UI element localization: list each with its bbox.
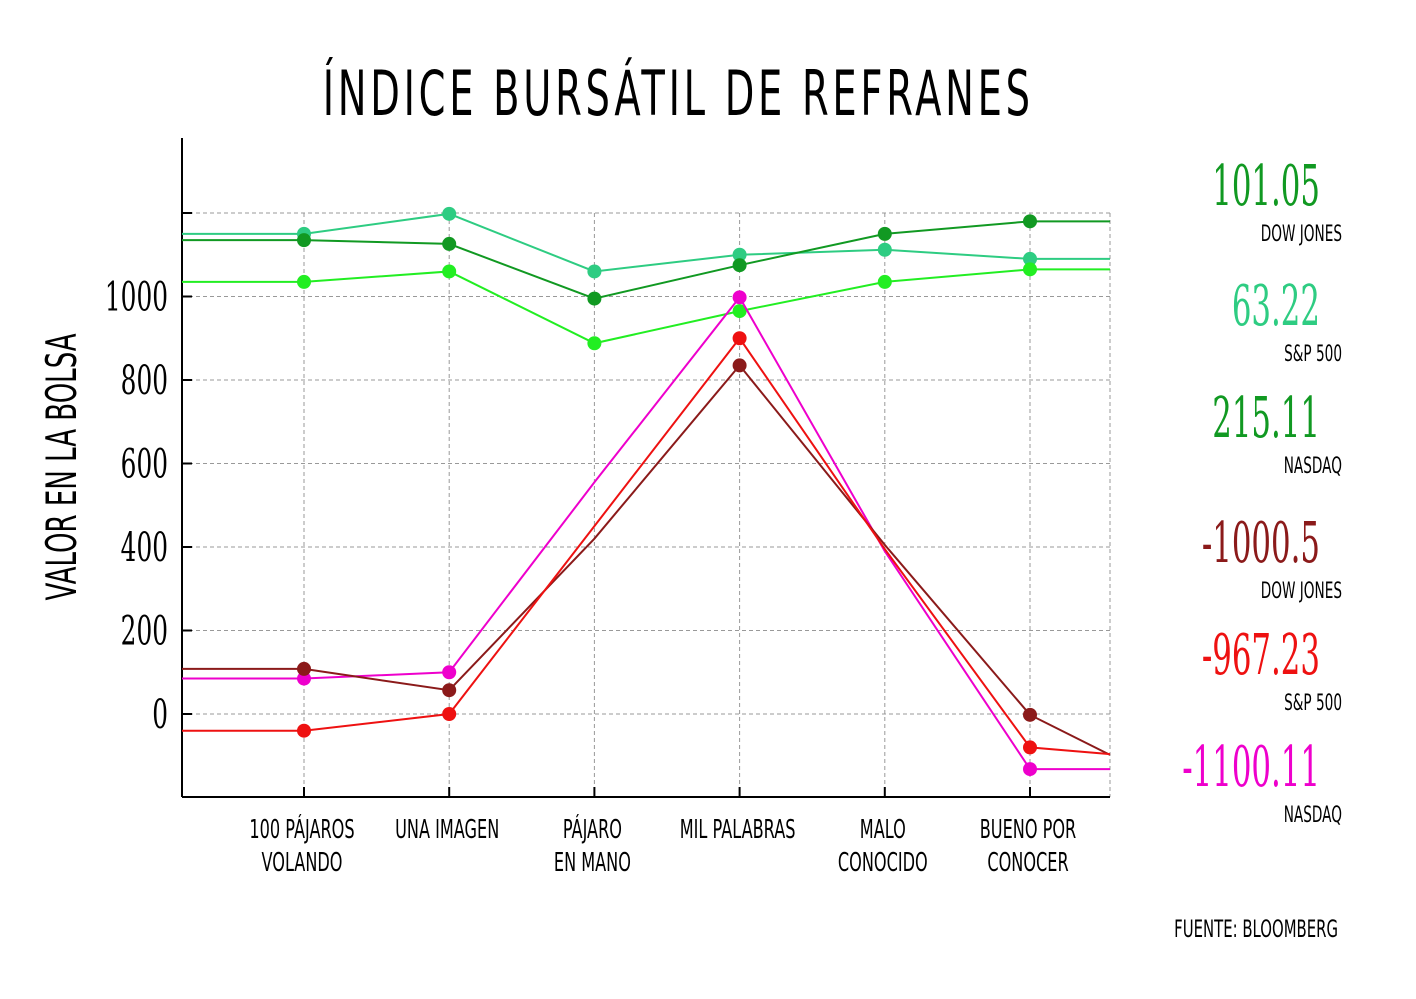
data-point <box>442 707 457 721</box>
x-category-label: EN MANO <box>554 848 631 878</box>
data-point <box>732 331 747 346</box>
data-point <box>442 264 457 279</box>
series-6 <box>182 331 1111 756</box>
axes <box>181 138 1110 798</box>
data-point <box>732 258 747 273</box>
y-tick-label: 1000 <box>105 273 168 320</box>
y-axis-label: VALOR EN LA BOLSA <box>39 333 87 600</box>
data-point <box>587 264 602 279</box>
y-ticks: 0 200 400 600 800 1000 <box>105 273 168 737</box>
data-point <box>732 358 747 373</box>
series-1 <box>182 206 1110 279</box>
index-value: 215.11 <box>1212 385 1320 451</box>
series-line <box>182 295 1110 771</box>
index-name: S&P 500 <box>1284 691 1342 716</box>
data-point <box>732 304 747 319</box>
data-point <box>442 236 457 251</box>
grid <box>182 212 1111 797</box>
index-value: -967.23 <box>1202 622 1320 688</box>
data-point <box>877 242 892 257</box>
data-point <box>297 723 311 738</box>
data-point <box>1023 762 1037 777</box>
series-line <box>182 363 1111 756</box>
series-line <box>182 220 1110 300</box>
index-item: -1100.11 NASDAQ <box>1182 734 1342 828</box>
series-line <box>182 268 1110 345</box>
data-point <box>732 247 747 262</box>
data-point <box>1023 251 1037 266</box>
index-value: 63.22 <box>1232 273 1320 339</box>
series-5 <box>182 358 1111 756</box>
index-item: 101.05 DOW JONES <box>1212 153 1342 247</box>
x-category-label: MIL PALABRAS <box>680 815 796 845</box>
data-point <box>1023 262 1037 277</box>
index-name: S&P 500 <box>1284 342 1342 367</box>
data-point <box>877 274 892 289</box>
index-value: 101.05 <box>1212 153 1320 219</box>
y-tick-label: 600 <box>121 440 168 487</box>
data-point <box>732 290 747 305</box>
x-category-label: UNA IMAGEN <box>395 815 499 845</box>
data-point <box>1023 740 1037 755</box>
index-value: -1100.11 <box>1182 734 1320 800</box>
index-item: 215.11 NASDAQ <box>1212 385 1342 479</box>
x-category-label: MALO <box>860 815 906 845</box>
y-tick-label: 200 <box>121 607 168 654</box>
data-point <box>587 336 602 351</box>
series-4 <box>182 290 1110 777</box>
data-point <box>442 665 457 680</box>
data-point <box>1023 707 1037 722</box>
series-group <box>182 206 1111 777</box>
series-3 <box>182 262 1110 351</box>
chart-title: ÍNDICE BURSÁTIL DE REFRANES <box>323 57 1034 130</box>
data-point <box>877 226 892 241</box>
index-item: 63.22 S&P 500 <box>1232 273 1342 367</box>
series-2 <box>182 214 1110 306</box>
data-point <box>1023 214 1037 229</box>
index-item: -1000.5 DOW JONES <box>1202 510 1342 604</box>
index-name: NASDAQ <box>1284 803 1342 828</box>
data-point <box>442 683 457 698</box>
y-tick-label: 800 <box>121 357 168 404</box>
data-point <box>297 233 311 248</box>
data-point <box>442 206 457 221</box>
x-category-label: 100 PÁJAROS <box>249 814 354 845</box>
series-line <box>182 212 1110 273</box>
data-point <box>297 661 311 676</box>
index-item: -967.23 S&P 500 <box>1202 622 1342 716</box>
y-tick-label: 0 <box>152 691 168 738</box>
data-point <box>587 291 602 306</box>
data-point <box>297 671 311 686</box>
x-category-label: CONOCIDO <box>838 848 928 878</box>
x-category-label: CONOCER <box>987 848 1068 878</box>
x-category-label: PÁJARO <box>563 814 622 845</box>
source-note: FUENTE: BLOOMBERG <box>1174 914 1338 943</box>
data-point <box>297 274 311 289</box>
x-category-label: BUENO POR <box>980 815 1077 845</box>
index-name: DOW JONES <box>1261 579 1342 604</box>
index-name: DOW JONES <box>1261 222 1342 247</box>
index-value: -1000.5 <box>1202 510 1320 576</box>
y-tick-label: 400 <box>121 524 168 571</box>
index-name: NASDAQ <box>1284 454 1342 479</box>
x-category-label: VOLANDO <box>262 848 343 878</box>
series-line <box>182 336 1111 756</box>
